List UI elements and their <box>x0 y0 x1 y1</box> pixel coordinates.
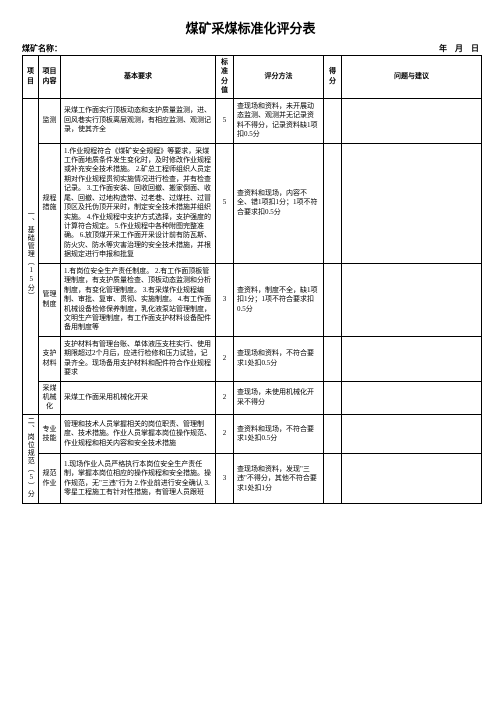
method-cell: 查资料，制度不全，缺1项扣1分；1项不符合要求扣0.5分 <box>234 263 324 336</box>
col-issue: 问题与建议 <box>342 56 482 99</box>
issue-cell <box>342 336 482 381</box>
header-row: 煤矿名称： 年 月 日 <box>22 43 479 54</box>
col-method: 评分方法 <box>234 56 324 99</box>
score-cell: 2 <box>216 336 234 381</box>
score-cell: 3 <box>216 454 234 504</box>
req-cell: 采煤工作面实行顶板动态和支护质量监测，进、回风巷实行顶板离层观测，有相应监测、观… <box>61 98 216 143</box>
table-header-row: 项目 项目内容 基本要求 标准分值 评分方法 得分 问题与建议 <box>23 56 482 99</box>
scoring-table: 项目 项目内容 基本要求 标准分值 评分方法 得分 问题与建议 一、基础管理（1… <box>22 55 482 504</box>
issue-cell <box>342 454 482 504</box>
method-cell: 查现场和资料，发现"三违"不得分，其他不符合要求1处扣1分 <box>234 454 324 504</box>
pts-cell <box>324 414 342 453</box>
issue-cell <box>342 414 482 453</box>
col-item: 项目内容 <box>39 56 61 99</box>
method-cell: 查现场，未使用机械化开采不得分 <box>234 381 324 414</box>
col-score: 得分 <box>324 56 342 99</box>
pts-cell <box>324 454 342 504</box>
item-cell: 管理制度 <box>39 263 61 336</box>
table-row: 规程措施 1.作业规程符合《煤矿安全规程》等要求，采煤工作面地质条件发生变化时，… <box>23 143 482 263</box>
col-project: 项目 <box>23 56 39 99</box>
table-row: 一、基础管理（15分） 监测 采煤工作面实行顶板动态和支护质量监测，进、回风巷实… <box>23 98 482 143</box>
method-cell: 查资料和现场，不符合要求1处扣0.5分 <box>234 414 324 453</box>
issue-cell <box>342 143 482 263</box>
method-cell: 查现场和资料，不符合要求1处扣0.5分 <box>234 336 324 381</box>
issue-cell <box>342 263 482 336</box>
req-cell: 1.现场作业人员严格执行本岗位安全生产责任制，掌握本岗位相应的操作规程和安全措施… <box>61 454 216 504</box>
table-row: 规范作业 1.现场作业人员严格执行本岗位安全生产责任制，掌握本岗位相应的操作规程… <box>23 454 482 504</box>
item-cell: 规范作业 <box>39 454 61 504</box>
pts-cell <box>324 263 342 336</box>
item-cell: 规程措施 <box>39 143 61 263</box>
section1-label: 一、基础管理（15分） <box>23 98 39 414</box>
table-row: 采煤机械化 采煤工作面采用机械化开采 2 查现场，未使用机械化开采不得分 <box>23 381 482 414</box>
section2-label: 二、岗位规范（5）分 <box>23 414 39 503</box>
score-cell: 2 <box>216 414 234 453</box>
method-cell: 查资料和现场，内容不全、错1项扣1分；1项不符合要求扣0.5分 <box>234 143 324 263</box>
score-cell: 2 <box>216 381 234 414</box>
table-row: 管理制度 1.有岗位安全生产责任制度。 2.有工作面顶板管理制度，有支护质量检查… <box>23 263 482 336</box>
table-row: 二、岗位规范（5）分 专业技能 管理和技术人员掌握相关的岗位职责、管理制度、技术… <box>23 414 482 453</box>
item-cell: 采煤机械化 <box>39 381 61 414</box>
date-label: 年 月 日 <box>439 43 479 54</box>
pts-cell <box>324 98 342 143</box>
issue-cell <box>342 381 482 414</box>
table-row: 支护材料 支护材料有管理台账、单体液压支柱实行、使用期限超过2个月后，应进行检修… <box>23 336 482 381</box>
issue-cell <box>342 98 482 143</box>
req-cell: 1.有岗位安全生产责任制度。 2.有工作面顶板管理制度，有支护质量检查、顶板动态… <box>61 263 216 336</box>
req-cell: 管理和技术人员掌握相关的岗位职责、管理制度、技术措施。作业人员掌握本岗位操作规范… <box>61 414 216 453</box>
item-cell: 监测 <box>39 98 61 143</box>
score-cell: 5 <box>216 143 234 263</box>
col-std-score: 标准分值 <box>216 56 234 99</box>
score-cell: 3 <box>216 263 234 336</box>
item-cell: 专业技能 <box>39 414 61 453</box>
req-cell: 采煤工作面采用机械化开采 <box>61 381 216 414</box>
main-title: 煤矿采煤标准化评分表 <box>22 18 479 37</box>
req-cell: 支护材料有管理台账、单体液压支柱实行、使用期限超过2个月后，应进行检修和压力试验… <box>61 336 216 381</box>
item-cell: 支护材料 <box>39 336 61 381</box>
score-cell: 5 <box>216 98 234 143</box>
mine-name-label: 煤矿名称： <box>22 43 62 54</box>
pts-cell <box>324 143 342 263</box>
pts-cell <box>324 336 342 381</box>
section2-label-text: 二、岗位规范（5）分 <box>26 417 35 498</box>
method-cell: 查现场和资料，未开展动态监测、观测并无记录资料不得分，记录资料缺1项扣0.5分 <box>234 98 324 143</box>
col-requirement: 基本要求 <box>61 56 216 99</box>
section1-label-text: 一、基础管理（15分） <box>26 210 35 300</box>
req-cell: 1.作业规程符合《煤矿安全规程》等要求，采煤工作面地质条件发生变化时，及时修改作… <box>61 143 216 263</box>
pts-cell <box>324 381 342 414</box>
